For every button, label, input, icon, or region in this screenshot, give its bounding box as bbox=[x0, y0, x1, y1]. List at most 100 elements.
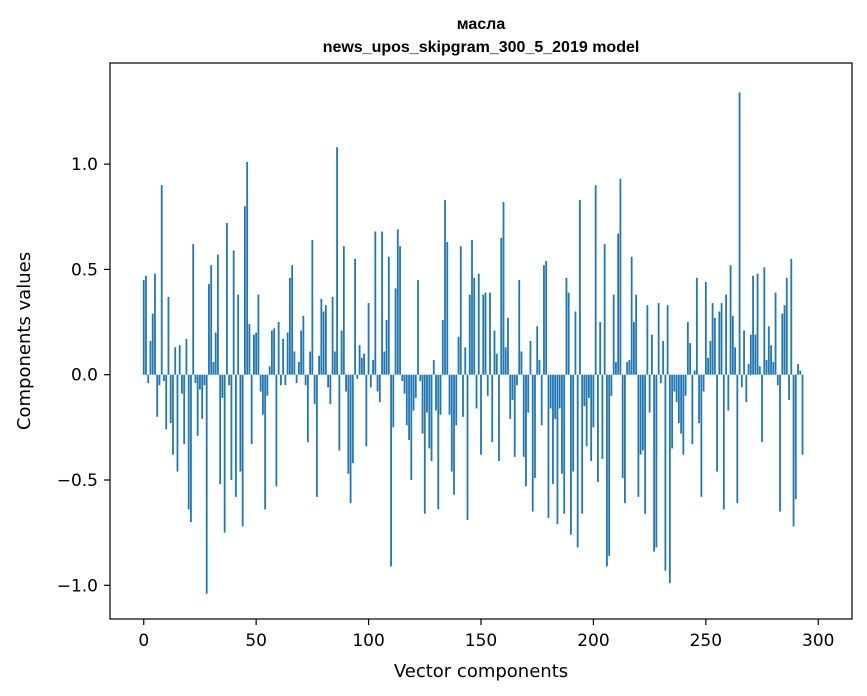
bar bbox=[221, 374, 224, 398]
bar bbox=[561, 374, 563, 474]
bar bbox=[387, 256, 390, 375]
bar bbox=[489, 292, 491, 375]
bar bbox=[543, 265, 545, 375]
bar bbox=[612, 294, 615, 375]
bar bbox=[581, 374, 584, 514]
bar bbox=[554, 374, 557, 419]
bar bbox=[664, 374, 667, 571]
bar bbox=[779, 374, 781, 512]
bar bbox=[151, 313, 154, 375]
bar bbox=[160, 185, 163, 375]
bar bbox=[190, 374, 192, 523]
bar bbox=[401, 374, 404, 382]
x-tick-label: 200 bbox=[577, 631, 609, 651]
bar bbox=[300, 330, 303, 375]
bar bbox=[704, 282, 707, 375]
bar bbox=[718, 311, 721, 375]
bar bbox=[522, 374, 525, 457]
bar bbox=[432, 359, 435, 375]
bar bbox=[565, 277, 568, 375]
bar bbox=[556, 374, 559, 525]
bar bbox=[529, 341, 532, 375]
bar bbox=[237, 294, 240, 375]
bar bbox=[320, 298, 323, 375]
bar bbox=[405, 374, 408, 426]
x-tick-label: 150 bbox=[465, 631, 497, 651]
bar bbox=[788, 374, 790, 400]
bar bbox=[374, 231, 377, 375]
bar bbox=[684, 374, 687, 396]
bar bbox=[648, 374, 651, 413]
bar bbox=[286, 332, 289, 375]
bar bbox=[282, 338, 285, 375]
bar bbox=[626, 362, 629, 375]
bar bbox=[495, 353, 498, 375]
bar bbox=[199, 374, 201, 390]
bar bbox=[576, 374, 579, 548]
bar bbox=[450, 374, 453, 472]
bar bbox=[414, 374, 417, 398]
bar bbox=[275, 374, 278, 487]
bar bbox=[588, 374, 590, 398]
bar bbox=[291, 265, 294, 375]
x-tick-label: 100 bbox=[352, 631, 384, 651]
bar bbox=[486, 374, 489, 396]
bar bbox=[644, 374, 647, 514]
bar bbox=[500, 237, 503, 375]
bar bbox=[603, 244, 606, 375]
bar bbox=[217, 254, 219, 375]
bar bbox=[430, 374, 433, 462]
bar bbox=[205, 374, 208, 594]
y-tick-label: 1.0 bbox=[71, 155, 98, 175]
bar bbox=[545, 260, 548, 375]
bar bbox=[671, 374, 674, 449]
bar bbox=[513, 374, 516, 457]
bar bbox=[680, 374, 683, 434]
bar bbox=[677, 374, 680, 424]
bar bbox=[435, 374, 437, 411]
bar bbox=[749, 334, 752, 375]
bar bbox=[327, 374, 329, 388]
bar bbox=[628, 359, 631, 375]
bar bbox=[390, 374, 392, 567]
bar bbox=[525, 374, 527, 487]
bar bbox=[617, 233, 620, 375]
bar bbox=[801, 374, 804, 455]
bar bbox=[666, 305, 669, 375]
bar bbox=[302, 315, 305, 375]
bar bbox=[608, 374, 611, 556]
bar bbox=[484, 292, 487, 375]
bar bbox=[412, 374, 415, 411]
bar bbox=[540, 374, 543, 426]
bar bbox=[590, 374, 593, 462]
bar bbox=[268, 366, 271, 375]
bar bbox=[700, 374, 703, 497]
bar bbox=[441, 319, 444, 375]
bar bbox=[606, 374, 608, 567]
bar bbox=[491, 374, 494, 443]
bar bbox=[646, 305, 649, 375]
bar bbox=[702, 374, 705, 392]
bar bbox=[253, 334, 255, 375]
bar bbox=[394, 288, 397, 375]
bar bbox=[241, 374, 244, 527]
bar bbox=[599, 322, 602, 375]
bar bbox=[797, 364, 799, 375]
bar bbox=[729, 265, 732, 375]
bar bbox=[686, 322, 689, 375]
bar bbox=[624, 374, 626, 504]
bar bbox=[324, 305, 327, 375]
bar bbox=[745, 374, 748, 403]
bar bbox=[399, 246, 401, 375]
x-tick-label: 300 bbox=[802, 631, 834, 651]
bar bbox=[567, 292, 570, 375]
bar bbox=[482, 294, 485, 375]
bar bbox=[248, 324, 251, 375]
bar bbox=[149, 341, 152, 375]
bar bbox=[232, 250, 235, 375]
bar bbox=[423, 374, 426, 514]
bar bbox=[453, 374, 455, 495]
bar bbox=[183, 374, 186, 445]
bar bbox=[356, 374, 359, 379]
bar bbox=[439, 374, 442, 415]
